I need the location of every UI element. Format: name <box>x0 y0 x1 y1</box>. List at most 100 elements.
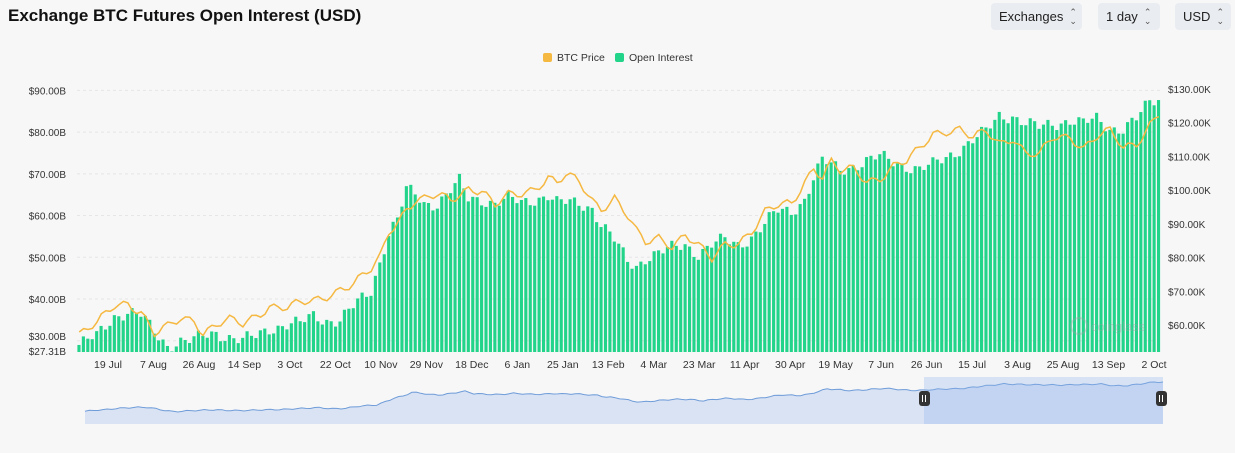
open-interest-bar <box>378 262 382 352</box>
open-interest-bar <box>338 321 342 352</box>
watermark: coinglass <box>1070 317 1146 335</box>
open-interest-bar <box>749 236 754 352</box>
open-interest-bar <box>519 199 523 352</box>
open-interest-bar <box>356 298 360 352</box>
navigator-area <box>85 382 1163 424</box>
btc-price-line <box>78 116 1160 338</box>
open-interest-bar <box>395 217 400 352</box>
currency-select[interactable]: USD ⌃ ⌄ <box>1175 3 1231 30</box>
open-interest-bar <box>913 166 917 352</box>
exchanges-select-label: Exchanges <box>999 9 1064 24</box>
legend-swatch-btc-price <box>543 53 552 62</box>
open-interest-bar <box>626 261 630 352</box>
open-interest-bar <box>882 150 886 352</box>
open-interest-bar <box>188 342 192 352</box>
open-interest-bar <box>351 308 355 352</box>
interval-select[interactable]: 1 day ⌃ ⌄ <box>1098 3 1160 30</box>
right-axis-tick-label: $90.00K <box>1168 220 1206 231</box>
open-interest-bar <box>1134 120 1138 352</box>
open-interest-bar <box>139 316 143 352</box>
open-interest-bar <box>444 193 448 352</box>
open-interest-bar <box>426 203 431 352</box>
open-interest-bar <box>931 157 935 352</box>
open-interest-bar <box>1099 122 1103 352</box>
open-interest-bar <box>825 164 829 352</box>
open-interest-bar <box>687 246 692 352</box>
navigator-handle[interactable] <box>1156 391 1167 406</box>
left-axis-ticks: $27.31B $30.00B $40.00B $50.00B $60.00B $70.0… <box>29 86 67 358</box>
open-interest-bar <box>1103 131 1108 352</box>
open-interest-bar <box>1156 100 1161 352</box>
left-axis-tick-label: $27.31B <box>29 347 67 358</box>
open-interest-bar <box>807 193 811 352</box>
open-interest-bar <box>493 202 497 352</box>
open-interest-bar <box>732 241 736 352</box>
open-interest-bar <box>758 232 762 352</box>
open-interest-bar <box>86 338 90 352</box>
updown-chevron-icon: ⌃ ⌄ <box>1069 6 1077 26</box>
open-interest-bar <box>276 325 280 352</box>
open-interest-bar <box>794 214 798 352</box>
open-interest-bar <box>471 196 475 352</box>
open-interest-bar <box>272 333 276 352</box>
x-axis-tick-label: 13 Sep <box>1092 359 1125 371</box>
open-interest-bar <box>966 141 970 352</box>
open-interest-bar <box>453 183 457 352</box>
open-interest-bar <box>515 203 519 352</box>
open-interest-bar <box>599 227 603 352</box>
open-interest-bar <box>696 259 700 352</box>
open-interest-bar <box>533 205 537 352</box>
open-interest-bar <box>754 231 758 352</box>
open-interest-bar <box>130 308 134 352</box>
open-interest-bar <box>475 197 479 352</box>
legend-label-btc-price: BTC Price <box>557 52 605 64</box>
open-interest-bar <box>236 343 240 352</box>
open-interest-bar <box>701 248 705 352</box>
open-interest-bar <box>643 264 647 352</box>
open-interest-bar <box>741 247 745 352</box>
open-interest-bar <box>1068 124 1072 352</box>
left-axis-tick-label: $60.00B <box>29 212 67 223</box>
open-interest-bar <box>1006 123 1010 352</box>
open-interest-bar <box>962 145 966 352</box>
open-interest-bar <box>232 338 236 352</box>
navigator-handle[interactable] <box>919 391 930 406</box>
exchanges-select[interactable]: Exchanges ⌃ ⌄ <box>991 3 1082 30</box>
open-interest-bar <box>1117 133 1121 352</box>
open-interest-bar <box>555 196 559 352</box>
open-interest-bar <box>409 184 413 352</box>
open-interest-bar <box>940 163 944 352</box>
open-interest-bar <box>873 159 877 352</box>
open-interest-bar <box>1143 100 1147 352</box>
open-interest-bar <box>249 335 254 352</box>
open-interest-bar <box>511 196 515 352</box>
open-interest-bar <box>95 331 99 352</box>
open-interest-bar <box>1059 123 1063 352</box>
right-axis-tick-label: $80.00K <box>1168 254 1206 265</box>
open-interest-bar <box>971 143 975 352</box>
open-interest-bar <box>157 340 161 352</box>
open-interest-bar <box>196 330 200 352</box>
x-axis-tick-label: 15 Jul <box>958 359 986 371</box>
open-interest-bar <box>1139 112 1143 352</box>
navigator-selection <box>924 377 1163 424</box>
open-interest-bar <box>506 190 510 352</box>
chart-legend: BTC Price Open Interest <box>543 52 693 64</box>
open-interest-bar <box>143 315 147 352</box>
open-interest-bar <box>718 233 723 352</box>
open-interest-bar <box>590 207 594 352</box>
open-interest-bar <box>466 201 470 352</box>
open-interest-bar <box>608 231 612 352</box>
open-interest-bar <box>727 244 731 352</box>
open-interest-bar <box>440 196 444 352</box>
open-interest-bar <box>1064 120 1068 353</box>
open-interest-bar <box>670 240 674 352</box>
open-interest-bar <box>710 247 714 352</box>
open-interest-bar <box>856 170 860 352</box>
open-interest-bar <box>413 194 417 352</box>
open-interest-bar <box>869 155 873 352</box>
open-interest-bar <box>77 344 81 352</box>
open-interest-bar <box>745 246 749 352</box>
open-interest-bar <box>833 161 838 352</box>
